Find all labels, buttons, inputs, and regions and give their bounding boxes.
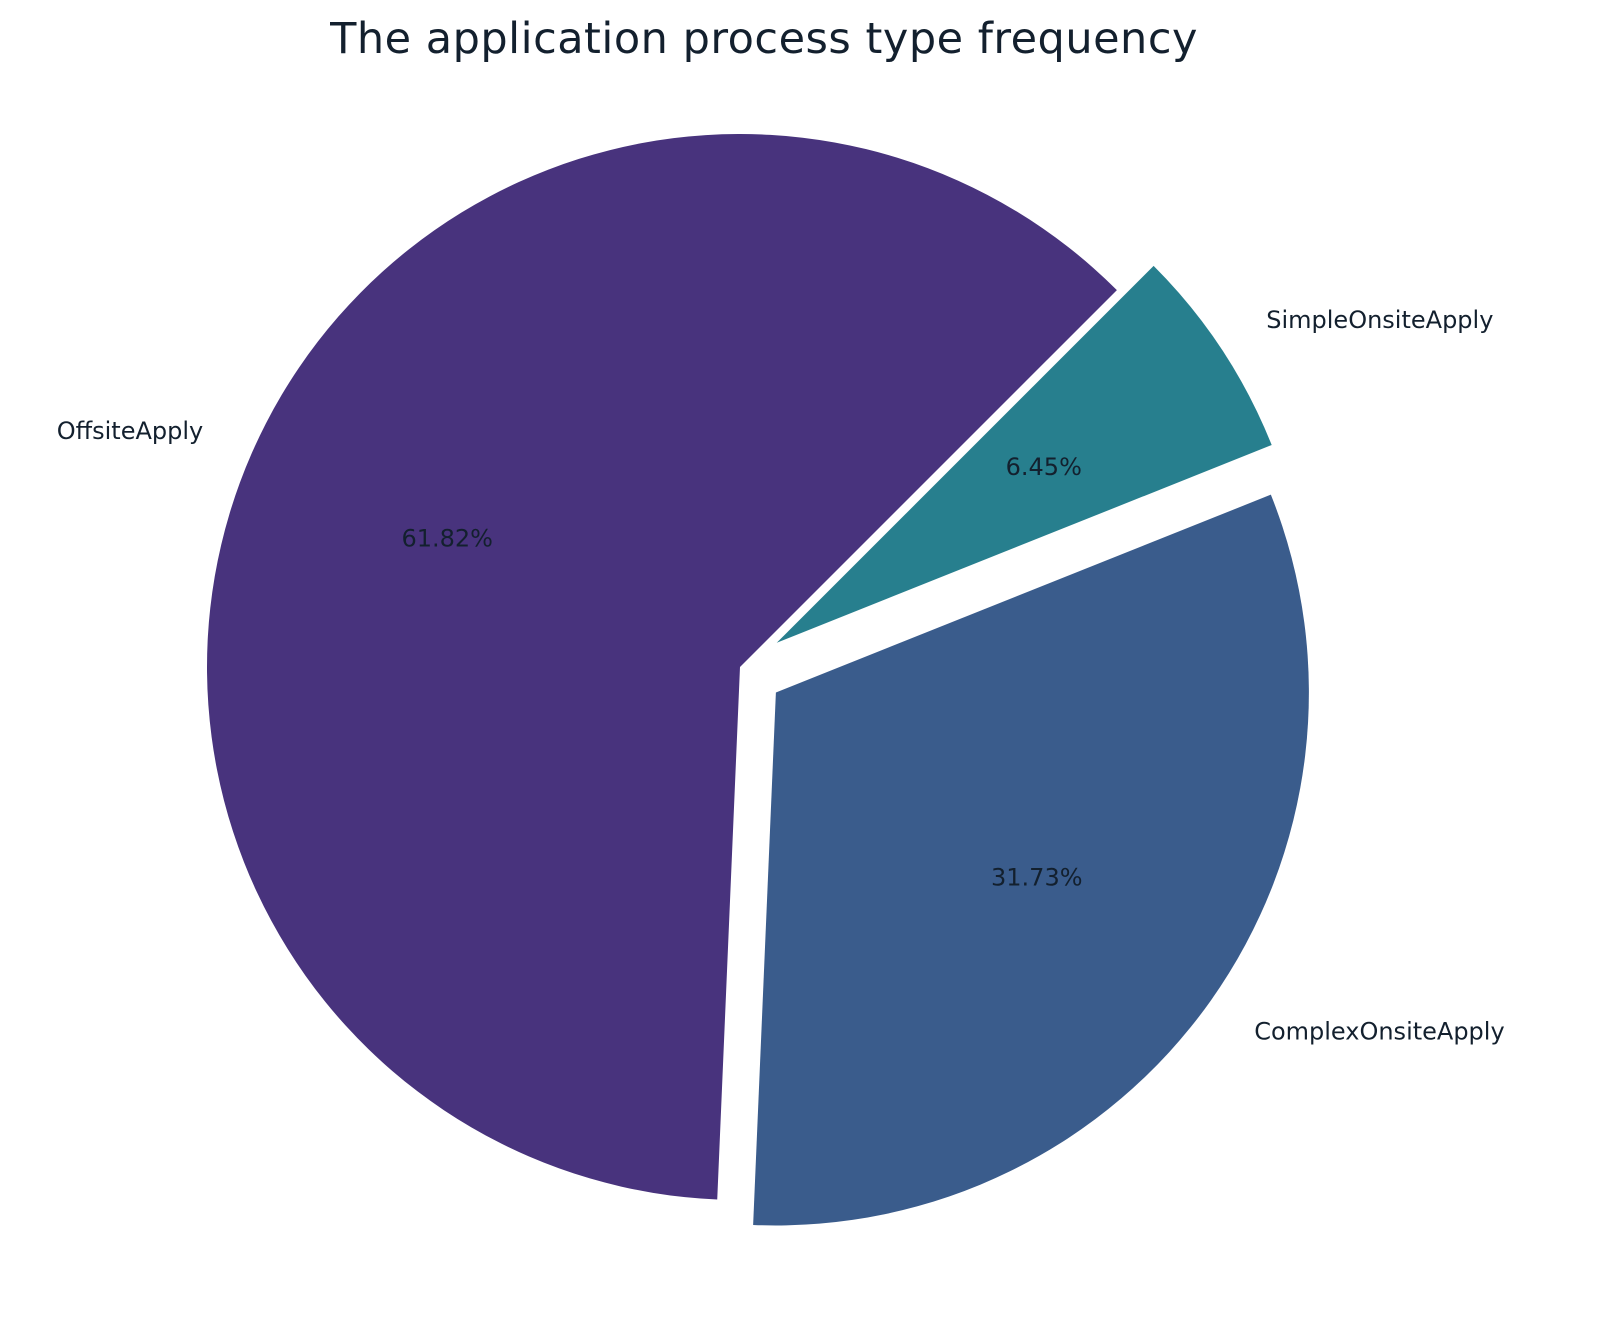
pie-slices xyxy=(207,133,1309,1226)
pie-labels: 6.45% SimpleOnsiteApply 31.73% ComplexOnsit… xyxy=(57,306,1505,1045)
pie-pct-label-offsite-apply: 61.82% xyxy=(401,524,493,552)
chart-title: The application process type frequency xyxy=(330,14,1198,64)
pie-pct-label-simple-onsite-apply: 6.45% xyxy=(1006,453,1082,481)
pie-slice-simple-onsite-apply xyxy=(776,265,1272,643)
pie-slice-offsite-apply xyxy=(207,133,1117,1200)
pie-pct-label-complex-onsite-apply: 31.73% xyxy=(991,863,1083,891)
pie-category-label-offsite-apply: OffsiteApply xyxy=(57,417,204,445)
pie-category-label-simple-onsite-apply: SimpleOnsiteApply xyxy=(1266,306,1493,334)
pie-category-label-complex-onsite-apply: ComplexOnsiteApply xyxy=(1254,1018,1504,1046)
pie-slice-complex-onsite-apply xyxy=(753,494,1309,1226)
